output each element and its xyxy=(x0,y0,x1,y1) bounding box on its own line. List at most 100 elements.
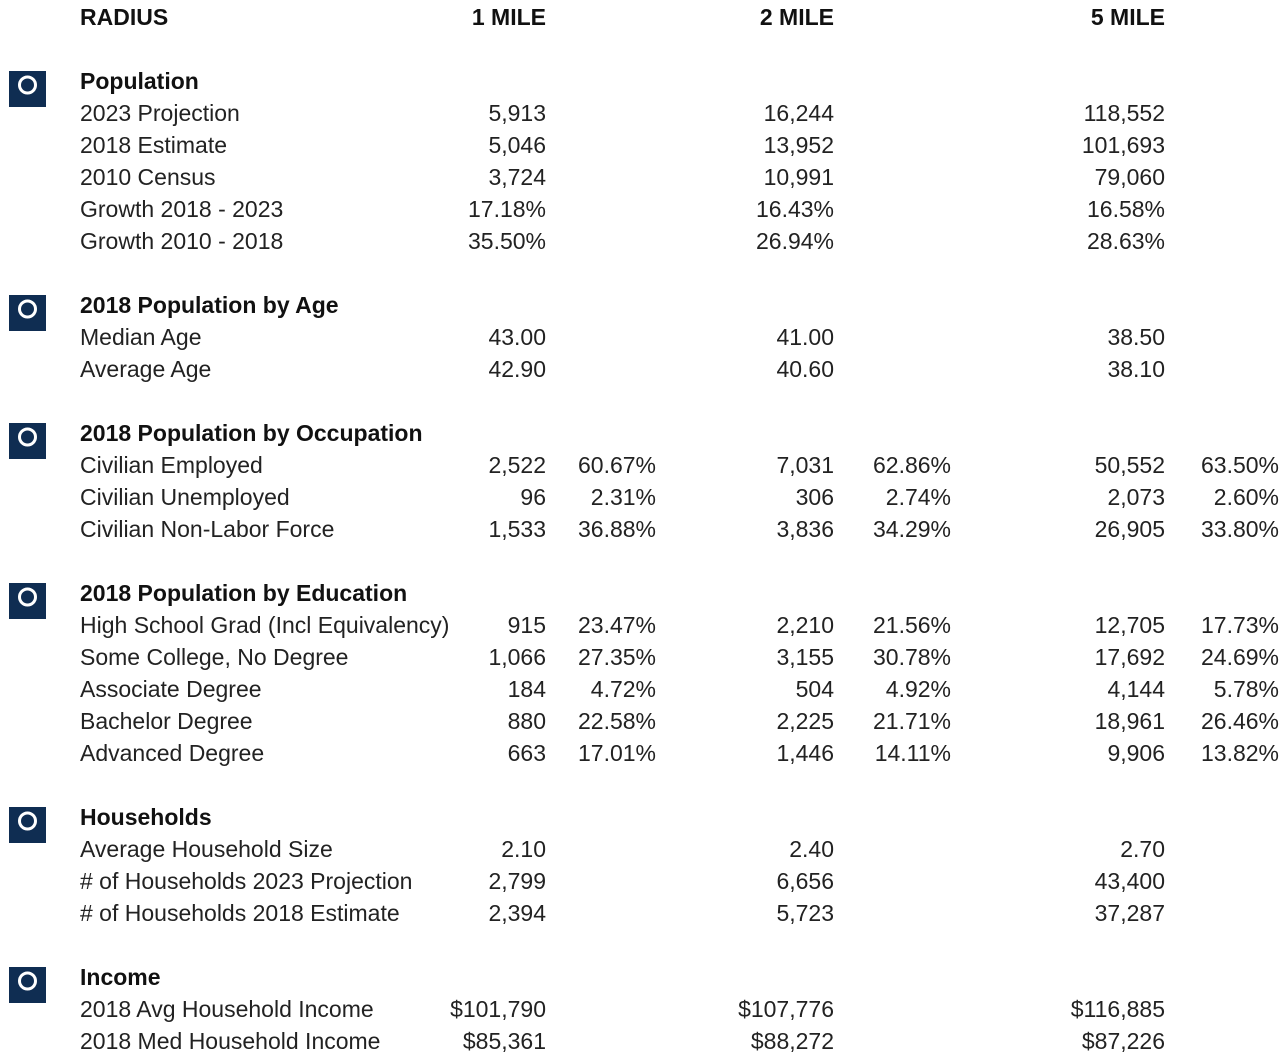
cell-value: $87,226 xyxy=(1082,1028,1165,1054)
cell-value: 21.56% xyxy=(873,612,951,638)
cell-value: 26.46% xyxy=(1201,708,1279,734)
cell-value: 101,693 xyxy=(1082,132,1165,158)
cell-value: 50,552 xyxy=(1095,452,1165,478)
cell-value: 30.78% xyxy=(873,644,951,670)
cell-value: 96 xyxy=(520,484,546,510)
icon-glyph xyxy=(18,299,37,319)
cell-value: 9,906 xyxy=(1107,740,1165,766)
cell-value: 38.10 xyxy=(1107,356,1165,382)
cell-value: 14.11% xyxy=(875,740,951,766)
cell-value: 118,552 xyxy=(1084,100,1165,126)
cell-value: 33.80% xyxy=(1201,516,1279,542)
row-label: Civilian Non-Labor Force xyxy=(80,516,334,542)
cell-value: 17.01% xyxy=(578,740,656,766)
cell-value: 38.50 xyxy=(1107,324,1165,350)
row-label: Advanced Degree xyxy=(80,740,264,766)
cell-value: 1,066 xyxy=(488,644,546,670)
cell-value: 6,656 xyxy=(776,868,834,894)
cell-value: 62.86% xyxy=(873,452,951,478)
row-label: Average Household Size xyxy=(80,836,333,862)
cell-value: 504 xyxy=(796,676,835,702)
cell-value: 5,046 xyxy=(488,132,546,158)
row-label: # of Households 2023 Projection xyxy=(80,868,412,894)
column-header: 2 MILE xyxy=(760,4,834,30)
cell-value: $107,776 xyxy=(738,996,834,1022)
cell-value: 4.72% xyxy=(591,676,656,702)
row-label: 2010 Census xyxy=(80,164,216,190)
cell-value: 2.10 xyxy=(501,836,546,862)
cell-value: 3,724 xyxy=(488,164,546,190)
cell-value: $101,790 xyxy=(450,996,546,1022)
cell-value: 28.63% xyxy=(1087,228,1165,254)
cell-value: 5,723 xyxy=(776,900,834,926)
section-icon xyxy=(9,967,46,1003)
cell-value: 43.00 xyxy=(488,324,546,350)
icon-glyph xyxy=(18,811,37,831)
cell-value: 27.35% xyxy=(578,644,656,670)
icon-glyph xyxy=(18,427,37,447)
cell-value: 26.94% xyxy=(756,228,834,254)
cell-value: $116,885 xyxy=(1071,996,1165,1022)
cell-value: 5.78% xyxy=(1214,676,1279,702)
cell-value: 5,913 xyxy=(488,100,546,126)
cell-value: 18,961 xyxy=(1095,708,1165,734)
icon-glyph xyxy=(18,587,37,607)
cell-value: 43,400 xyxy=(1095,868,1165,894)
cell-value: 2,073 xyxy=(1107,484,1165,510)
cell-value: 16.58% xyxy=(1087,196,1165,222)
cell-value: 3,836 xyxy=(776,516,834,542)
icon-glyph xyxy=(18,971,37,991)
section-title: 2018 Population by Occupation xyxy=(80,420,423,446)
cell-value: 2,799 xyxy=(488,868,546,894)
cell-value: $85,361 xyxy=(463,1028,546,1054)
cell-value: 79,060 xyxy=(1095,164,1165,190)
row-label: Civilian Unemployed xyxy=(80,484,290,510)
column-header: 1 MILE xyxy=(472,4,546,30)
section-title: 2018 Population by Age xyxy=(80,292,339,318)
row-label: Growth 2010 - 2018 xyxy=(80,228,283,254)
cell-value: 12,705 xyxy=(1095,612,1165,638)
cell-value: $88,272 xyxy=(751,1028,834,1054)
cell-value: 10,991 xyxy=(764,164,834,190)
section-icon xyxy=(9,583,46,619)
row-label: Bachelor Degree xyxy=(80,708,253,734)
row-label: 2018 Med Household Income xyxy=(80,1028,380,1054)
cell-value: 2,394 xyxy=(488,900,546,926)
row-label: Growth 2018 - 2023 xyxy=(80,196,283,222)
cell-value: 1,533 xyxy=(488,516,546,542)
column-header: 5 MILE xyxy=(1091,4,1165,30)
cell-value: 915 xyxy=(508,612,546,638)
cell-value: 2,522 xyxy=(488,452,546,478)
icon-glyph xyxy=(18,75,37,95)
row-label: Some College, No Degree xyxy=(80,644,348,670)
cell-value: 2.70 xyxy=(1120,836,1165,862)
row-label: 2018 Avg Household Income xyxy=(80,996,374,1022)
cell-value: 37,287 xyxy=(1095,900,1165,926)
section-title: Population xyxy=(80,68,199,94)
cell-value: 24.69% xyxy=(1201,644,1279,670)
header-label: RADIUS xyxy=(80,4,168,30)
row-label: Average Age xyxy=(80,356,211,382)
cell-value: 22.58% xyxy=(578,708,656,734)
cell-value: 26,905 xyxy=(1095,516,1165,542)
cell-value: 306 xyxy=(796,484,834,510)
row-label: Associate Degree xyxy=(80,676,262,702)
cell-value: 184 xyxy=(508,676,547,702)
cell-value: 16,244 xyxy=(764,100,835,126)
row-label: High School Grad (Incl Equivalency) xyxy=(80,612,449,638)
section-icon xyxy=(9,71,46,107)
cell-value: 1,446 xyxy=(776,740,834,766)
cell-value: 4.92% xyxy=(886,676,951,702)
cell-value: 2,210 xyxy=(776,612,834,638)
cell-value: 3,155 xyxy=(776,644,834,670)
cell-value: 23.47% xyxy=(578,612,656,638)
row-label: 2018 Estimate xyxy=(80,132,227,158)
cell-value: 41.00 xyxy=(776,324,834,350)
cell-value: 60.67% xyxy=(578,452,656,478)
cell-value: 880 xyxy=(508,708,546,734)
cell-value: 7,031 xyxy=(776,452,834,478)
cell-value: 2.31% xyxy=(591,484,656,510)
cell-value: 663 xyxy=(508,740,546,766)
